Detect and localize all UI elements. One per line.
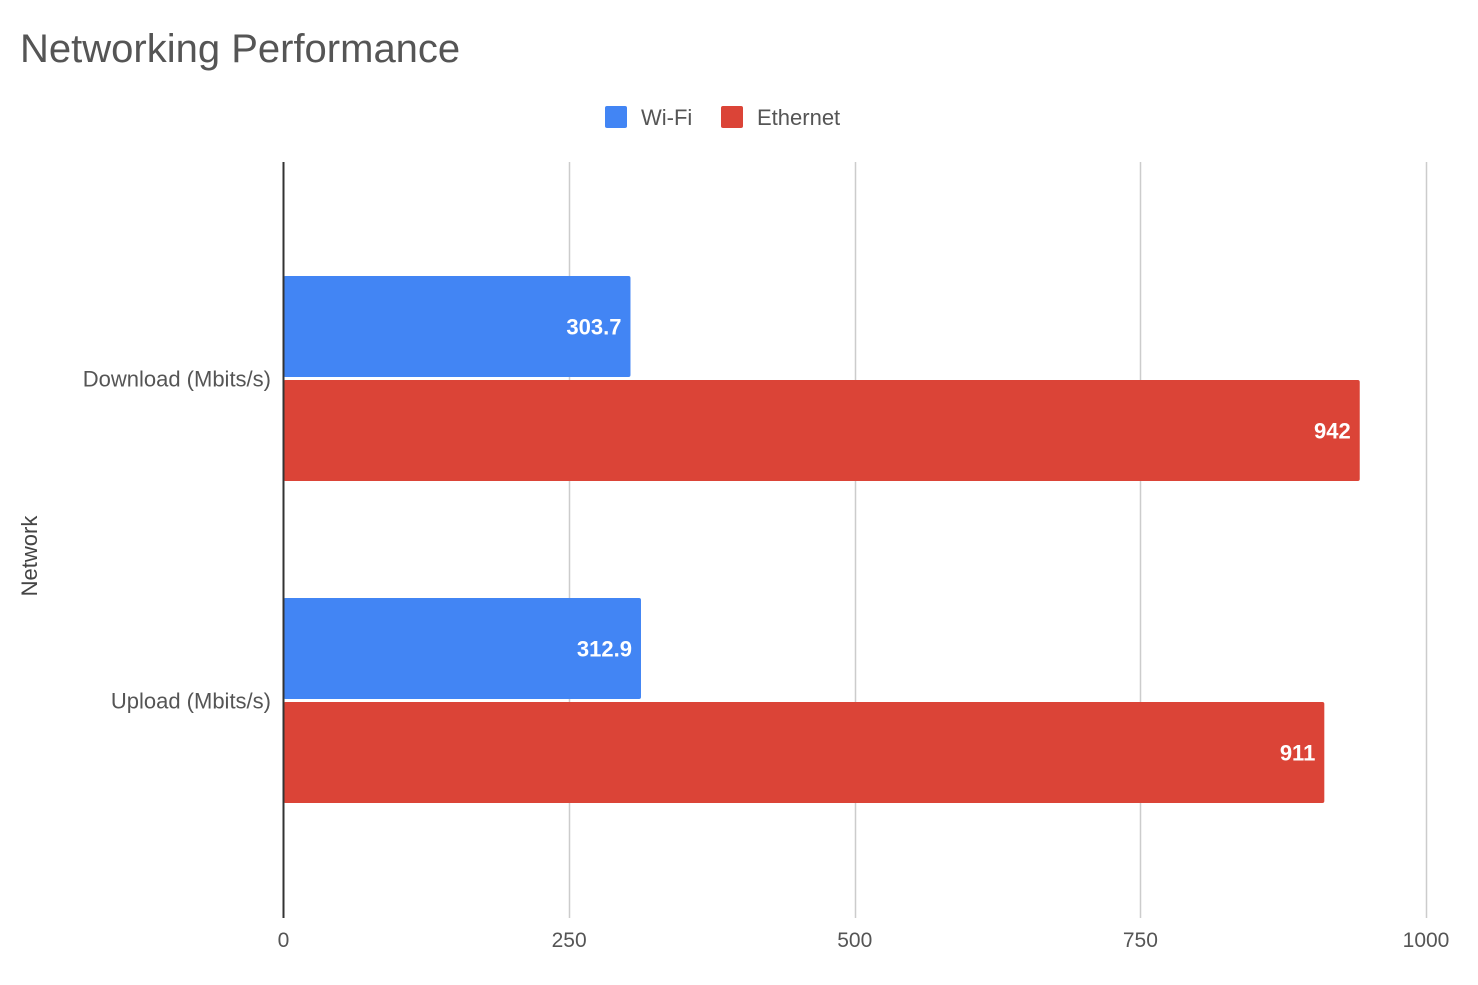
category-labels: Download (Mbits/s) Upload (Mbits/s) <box>83 367 271 714</box>
legend-swatch-ethernet <box>721 106 743 128</box>
legend-label-ethernet: Ethernet <box>757 105 840 130</box>
category-label: Upload (Mbits/s) <box>111 689 271 714</box>
bar-ethernet <box>283 380 1360 481</box>
bar-wi-fi <box>283 276 631 377</box>
data-label-ethernet: 911 <box>1280 741 1316 766</box>
x-tick-label: 750 <box>1123 929 1158 952</box>
bar-wi-fi <box>283 598 641 699</box>
category-label: Download (Mbits/s) <box>83 367 271 392</box>
bar-ethernet <box>283 702 1325 803</box>
x-tick-label: 1000 <box>1403 929 1450 952</box>
legend: Wi-Fi Ethernet <box>605 105 840 130</box>
data-label-wi-fi: 303.7 <box>566 315 621 340</box>
chart-title: Networking Performance <box>20 27 460 71</box>
data-labels: 303.7 942 312.9 911 <box>566 315 1350 766</box>
x-tick-label: 0 <box>278 929 290 952</box>
legend-swatch-wifi <box>605 106 627 128</box>
x-tick-labels: 0 250 500 750 1000 <box>278 929 1450 952</box>
data-label-wi-fi: 312.9 <box>577 637 632 662</box>
legend-label-wifi: Wi-Fi <box>641 105 692 130</box>
y-axis-title: Network <box>17 515 42 597</box>
x-tick-label: 250 <box>552 929 587 952</box>
data-label-ethernet: 942 <box>1314 419 1351 444</box>
x-tick-label: 500 <box>837 929 872 952</box>
gridlines <box>568 162 1428 918</box>
bars <box>283 276 1360 803</box>
